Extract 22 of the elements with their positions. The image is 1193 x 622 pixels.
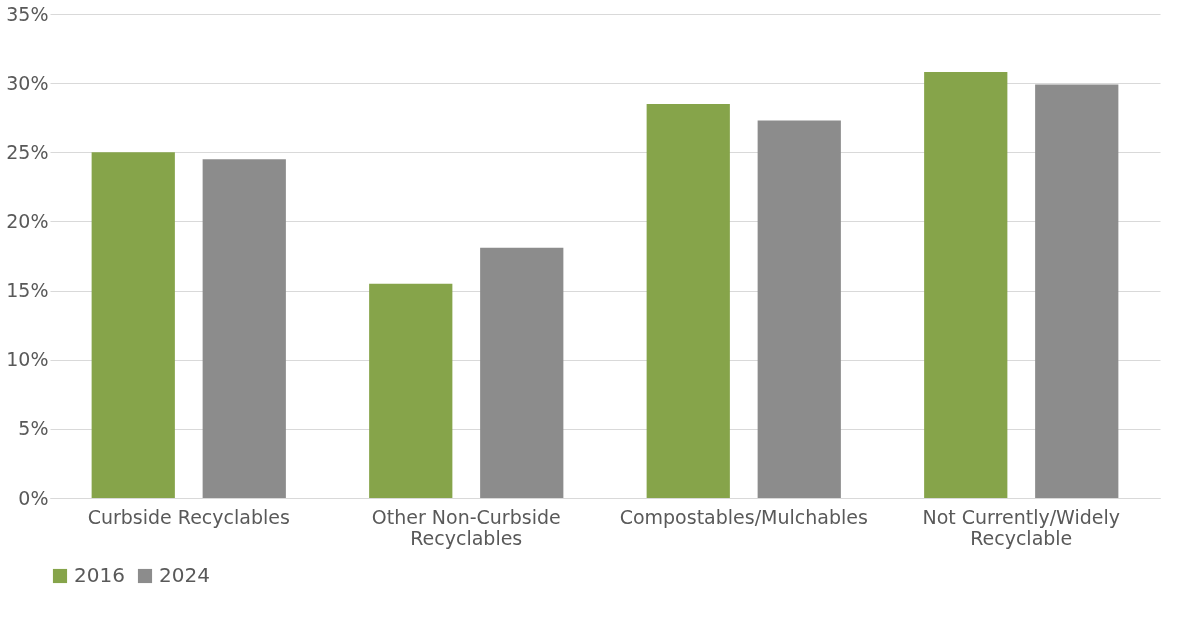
bar xyxy=(369,283,453,498)
y-tick-label: 0% xyxy=(18,486,49,509)
y-tick-label: 20% xyxy=(6,209,49,232)
x-tick-label: Not Currently/Widely Recyclable xyxy=(922,505,1121,549)
x-tick-label: Other Non-Curbside Recyclables xyxy=(371,505,561,549)
bar xyxy=(91,152,175,498)
bar xyxy=(202,159,286,498)
y-tick-label: 10% xyxy=(6,348,49,371)
legend-label: 2024 xyxy=(159,563,210,587)
bar xyxy=(1035,84,1119,498)
bar xyxy=(757,120,841,498)
y-tick-label: 5% xyxy=(18,417,49,440)
bar xyxy=(924,72,1008,498)
bar xyxy=(480,247,564,498)
y-tick-label: 25% xyxy=(6,140,49,163)
bar xyxy=(646,103,730,498)
y-tick-label: 35% xyxy=(6,2,49,25)
y-tick-label: 30% xyxy=(6,71,49,94)
x-tick-label: Compostables/Mulchables xyxy=(619,505,868,528)
legend-label: 2016 xyxy=(74,563,125,587)
y-tick-label: 15% xyxy=(6,279,49,302)
x-tick-label: Curbside Recyclables xyxy=(87,505,290,528)
